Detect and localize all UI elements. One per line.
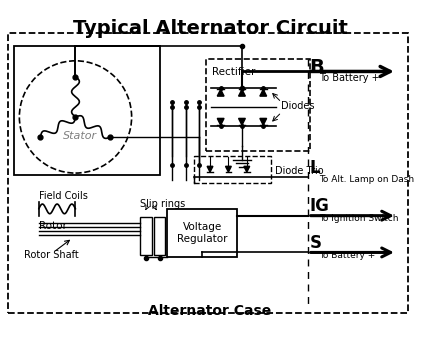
Text: To Alt. Lamp on Dash: To Alt. Lamp on Dash — [319, 176, 414, 184]
Text: Stator: Stator — [63, 131, 97, 141]
Text: Slip rings: Slip rings — [140, 199, 186, 209]
Bar — [13, 46, 160, 175]
Text: To Battery +: To Battery + — [319, 73, 380, 83]
Text: Rotor: Rotor — [39, 221, 66, 231]
Polygon shape — [239, 90, 245, 96]
Polygon shape — [260, 90, 266, 96]
Text: L: L — [310, 159, 320, 177]
Polygon shape — [207, 166, 213, 172]
Text: To Battery +: To Battery + — [319, 251, 376, 260]
Text: Typical Alternator Circuit: Typical Alternator Circuit — [72, 19, 348, 38]
Polygon shape — [217, 118, 224, 125]
Bar — [194, 155, 271, 183]
Text: To Ignition Switch: To Ignition Switch — [319, 214, 399, 223]
Bar — [168, 209, 237, 257]
Polygon shape — [260, 118, 266, 125]
Bar — [206, 59, 310, 151]
Text: Voltage
Regulator: Voltage Regulator — [177, 222, 227, 244]
Bar — [154, 217, 165, 255]
Polygon shape — [244, 166, 250, 172]
Text: Field Coils: Field Coils — [39, 191, 88, 201]
Text: Rectifier: Rectifier — [211, 67, 255, 77]
Text: Rotor Shaft: Rotor Shaft — [24, 250, 79, 260]
Bar — [8, 33, 408, 313]
Bar — [140, 217, 152, 255]
Text: B: B — [310, 58, 325, 77]
Text: Diode Trio: Diode Trio — [275, 166, 323, 176]
Text: Alternator Case: Alternator Case — [148, 304, 272, 318]
Polygon shape — [226, 166, 231, 172]
Text: IG: IG — [310, 197, 329, 215]
Polygon shape — [217, 90, 224, 96]
Text: Diodes: Diodes — [281, 101, 314, 111]
Text: S: S — [310, 234, 322, 252]
Polygon shape — [239, 118, 245, 125]
